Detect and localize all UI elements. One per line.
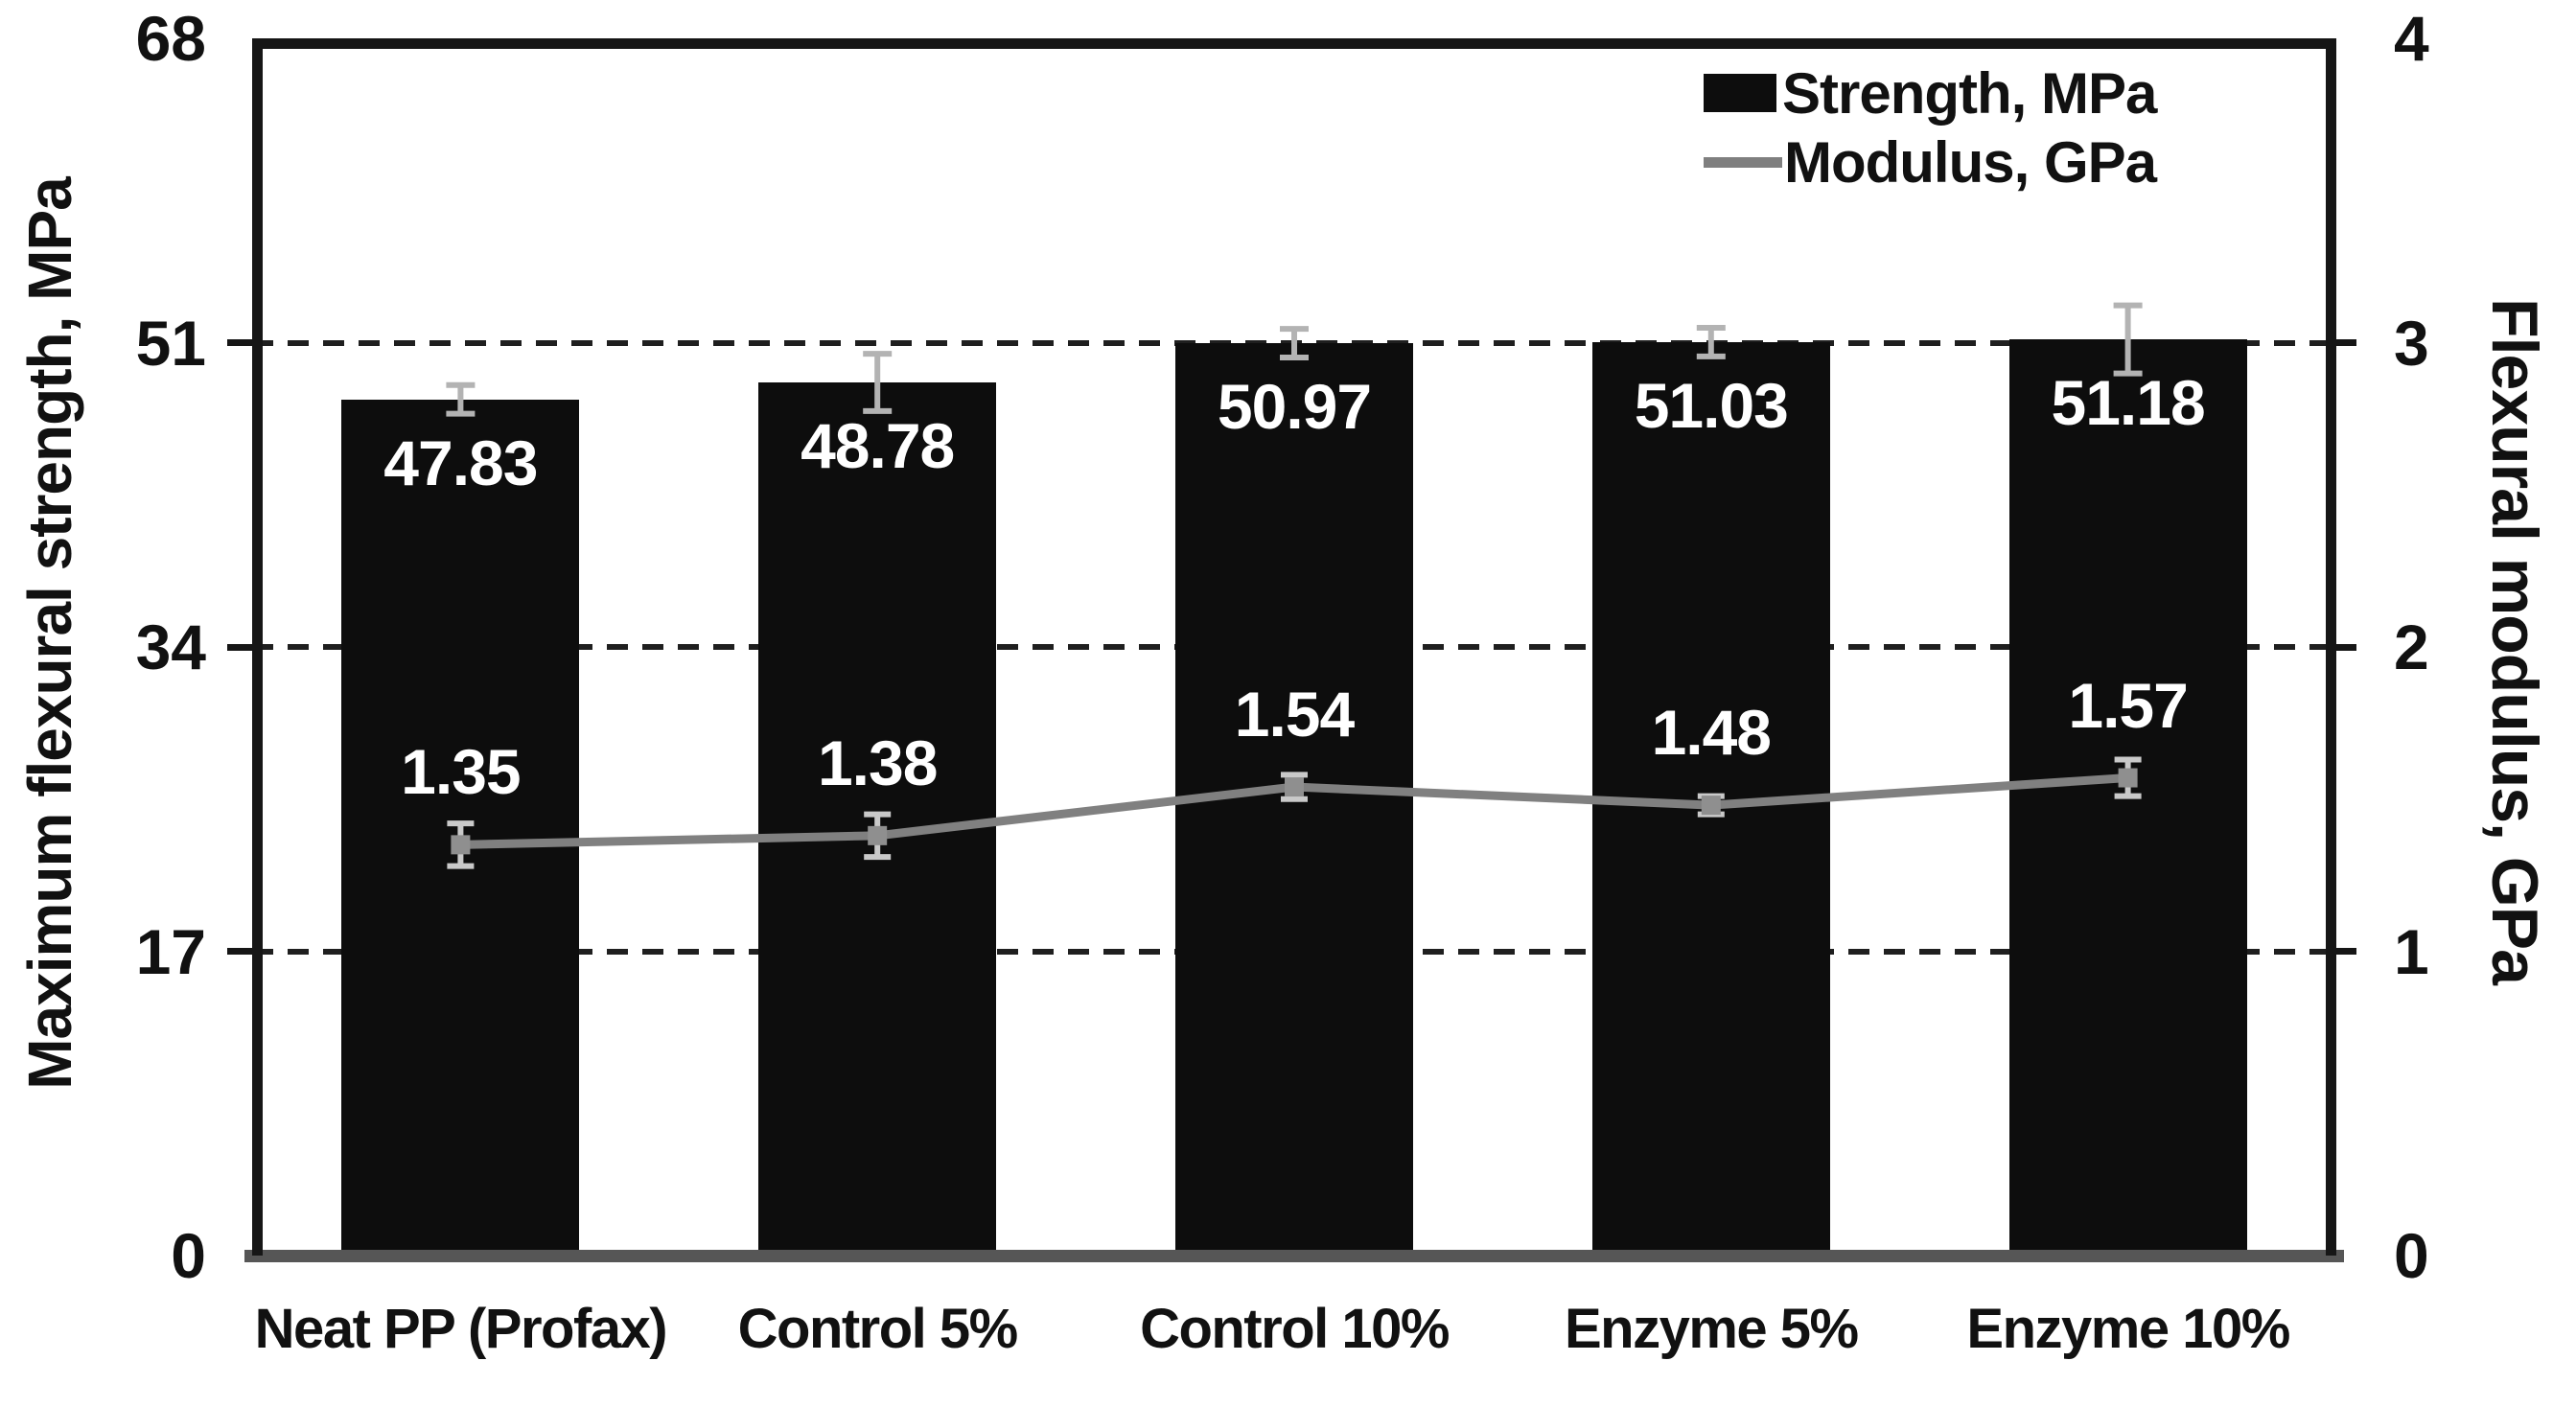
right-axis-tickmark: [2326, 948, 2356, 955]
bar-value-label: 51.03: [1634, 369, 1789, 441]
category-label: Neat PP (Profax): [254, 1298, 668, 1360]
legend-label: Modulus, GPa: [1784, 129, 2157, 195]
modulus-value-label: 1.35: [401, 736, 521, 808]
modulus-value-label: 1.57: [2068, 669, 2188, 741]
bar-value-label: 51.18: [2051, 367, 2206, 439]
left-axis-tickmark: [227, 643, 258, 651]
left-axis-tick-0: 0: [171, 1220, 206, 1291]
modulus-value-label: 1.48: [1651, 697, 1772, 769]
bar-value-label: 47.83: [383, 427, 538, 498]
left-axis-tick-17: 17: [135, 915, 206, 987]
right-axis-tickmark: [2326, 643, 2356, 651]
bar-value-label: 50.97: [1217, 371, 1372, 443]
legend-bar-swatch: [1704, 74, 1776, 112]
strength-bar: [1591, 341, 1830, 1256]
legend-label: Strength, MPa: [1782, 60, 2157, 126]
strength-bar: [1175, 343, 1413, 1256]
left-axis-tick-51: 51: [135, 307, 206, 379]
left-axis-tickmark: [227, 339, 258, 346]
right-axis-tick-1: 1: [2394, 915, 2429, 987]
legend-line-swatch: [1704, 156, 1782, 168]
right-axis-tick-0: 0: [2394, 1220, 2429, 1291]
category-label: Enzyme 5%: [1564, 1298, 1859, 1360]
category-label: Enzyme 10%: [1966, 1298, 2290, 1360]
strength-bar: [758, 381, 997, 1256]
category-label: Control 5%: [737, 1298, 1019, 1360]
modulus-value-label: 1.38: [817, 727, 938, 798]
modulus-value-label: 1.54: [1234, 679, 1355, 750]
left-axis-tickmark: [227, 948, 258, 955]
strength-bar: [341, 399, 580, 1256]
bar-value-label: 48.78: [801, 409, 955, 481]
category-label: Control 10%: [1140, 1298, 1450, 1360]
right-axis-tick-2: 2: [2394, 611, 2429, 682]
x-axis-baseline: [244, 1250, 2344, 1262]
legend-entry-bar: Strength, MPa: [1704, 59, 2157, 127]
right-axis-tick-4: 4: [2394, 3, 2429, 74]
right-axis-tick-3: 3: [2394, 307, 2429, 379]
right-axis-tickmark: [2326, 339, 2356, 346]
legend-entry-line: Modulus, GPa: [1704, 128, 2157, 196]
left-axis-tick-34: 34: [135, 611, 206, 682]
left-axis-tick-68: 68: [135, 3, 206, 74]
strength-bar: [2008, 339, 2247, 1256]
